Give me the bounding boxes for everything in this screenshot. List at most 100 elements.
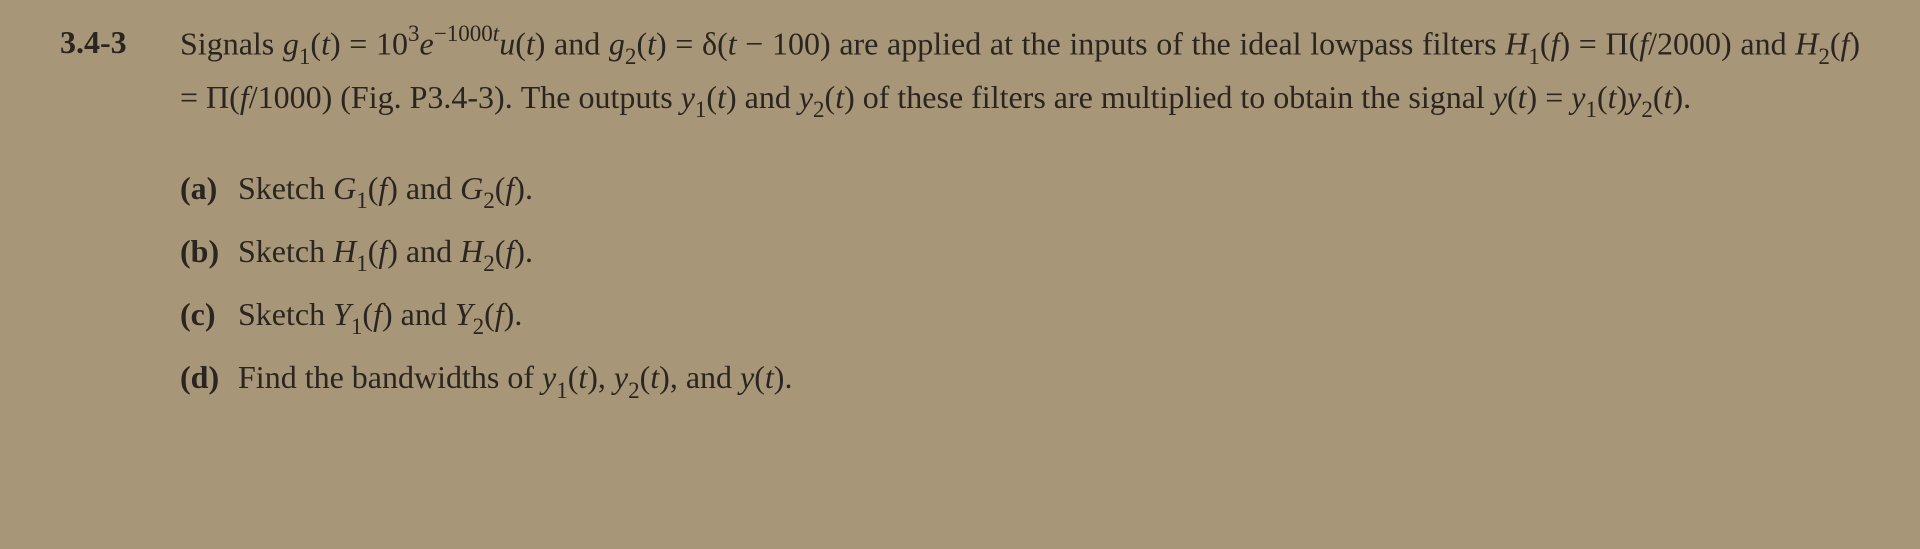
problem-statement: Signals g1(t) = 103e−1000tu(t) and g2(t)… — [180, 18, 1860, 126]
text: ). — [774, 359, 793, 395]
text: ) = 10 — [330, 26, 408, 62]
var-y: y — [681, 79, 695, 115]
var-t: t — [765, 359, 774, 395]
text: ), and — [659, 359, 740, 395]
var-t: t — [1608, 79, 1617, 115]
text: ( — [368, 233, 379, 269]
var-f: f — [1639, 26, 1648, 62]
text: ). — [504, 296, 523, 332]
var-t: t — [526, 26, 535, 62]
var-g: g — [609, 26, 625, 62]
text: /2000) and — [1648, 26, 1795, 62]
text: Signals — [180, 26, 283, 62]
text: ) and — [387, 233, 460, 269]
part-label: (c) — [180, 290, 230, 340]
part-label: (b) — [180, 227, 230, 277]
var-f: f — [240, 79, 249, 115]
text: ) and — [382, 296, 455, 332]
subscript: 1 — [1528, 43, 1540, 69]
text: ) and — [535, 26, 609, 62]
var-H: H — [1505, 26, 1528, 62]
var-f: f — [378, 233, 387, 269]
text: ( — [368, 170, 379, 206]
problem-block: 3.4-3 Signals g1(t) = 103e−1000tu(t) and… — [60, 18, 1860, 416]
part-label: (a) — [180, 164, 230, 214]
text: ( — [754, 359, 765, 395]
var-u: u — [499, 26, 515, 62]
text: ( — [495, 233, 506, 269]
text: ) — [1617, 79, 1628, 115]
var-t: t — [578, 359, 587, 395]
text: ( — [310, 26, 321, 62]
var: G — [333, 170, 356, 206]
var-H: H — [1795, 26, 1818, 62]
text: ) and — [726, 79, 799, 115]
var-f: f — [505, 170, 514, 206]
text: Sketch — [238, 233, 333, 269]
var: y — [740, 359, 754, 395]
part-c: (c) Sketch Y1(f) and Y2(f). — [180, 290, 1860, 343]
text: ) = Π( — [1559, 26, 1639, 62]
var-f: f — [378, 170, 387, 206]
superscript: 3 — [408, 20, 420, 46]
var-y: y — [799, 79, 813, 115]
var-g: g — [283, 26, 299, 62]
text: Find the bandwidths of — [238, 359, 542, 395]
var-t: t — [321, 26, 330, 62]
var-f: f — [495, 296, 504, 332]
text: ( — [1507, 79, 1518, 115]
text: ) = δ( — [656, 26, 728, 62]
var: G — [460, 170, 483, 206]
subscript: 1 — [556, 377, 568, 403]
var-f: f — [505, 233, 514, 269]
problem-body: Signals g1(t) = 103e−1000tu(t) and g2(t)… — [180, 18, 1860, 416]
var-f: f — [373, 296, 382, 332]
subscript: 2 — [1641, 96, 1653, 122]
var: Y — [333, 296, 351, 332]
text: ) of these filters are multiplied to obt… — [844, 79, 1493, 115]
text: ( — [495, 170, 506, 206]
subscript: 2 — [625, 43, 637, 69]
part-b: (b) Sketch H1(f) and H2(f). — [180, 227, 1860, 280]
text: ( — [484, 296, 495, 332]
var-t: t — [717, 79, 726, 115]
var-t: t — [835, 79, 844, 115]
text: ). — [514, 170, 533, 206]
part-d: (d) Find the bandwidths of y1(t), y2(t),… — [180, 353, 1860, 406]
subscript: 1 — [299, 43, 311, 69]
var: H — [460, 233, 483, 269]
text: Sketch — [238, 296, 333, 332]
text: ( — [636, 26, 647, 62]
subscript: 2 — [483, 187, 495, 213]
subscript: 2 — [628, 377, 640, 403]
text: ( — [362, 296, 373, 332]
subscript: 1 — [695, 96, 707, 122]
text: Sketch — [238, 170, 333, 206]
text: ( — [640, 359, 651, 395]
problem-number: 3.4-3 — [60, 18, 180, 68]
text: ( — [1830, 26, 1841, 62]
var: y — [542, 359, 556, 395]
subscript: 2 — [1818, 43, 1830, 69]
superscript: −1000t — [434, 20, 499, 46]
text: − 100) are applied at the inputs of the … — [737, 26, 1506, 62]
text: ), — [587, 359, 614, 395]
var-t: t — [650, 359, 659, 395]
var-t: t — [647, 26, 656, 62]
part-a: (a) Sketch G1(f) and G2(f). — [180, 164, 1860, 217]
text: ) = — [1527, 79, 1572, 115]
var: Y — [455, 296, 473, 332]
subscript: 1 — [356, 187, 368, 213]
part-label: (d) — [180, 353, 230, 403]
text: ( — [515, 26, 526, 62]
var-y: y — [1627, 79, 1641, 115]
var-t: t — [1518, 79, 1527, 115]
subscript: 1 — [356, 250, 368, 276]
subscript: 1 — [351, 313, 363, 339]
var-t: t — [728, 26, 737, 62]
subscript: 2 — [483, 250, 495, 276]
text: ( — [1540, 26, 1551, 62]
var-y: y — [1571, 79, 1585, 115]
text: ( — [706, 79, 717, 115]
subscript: 2 — [473, 313, 485, 339]
